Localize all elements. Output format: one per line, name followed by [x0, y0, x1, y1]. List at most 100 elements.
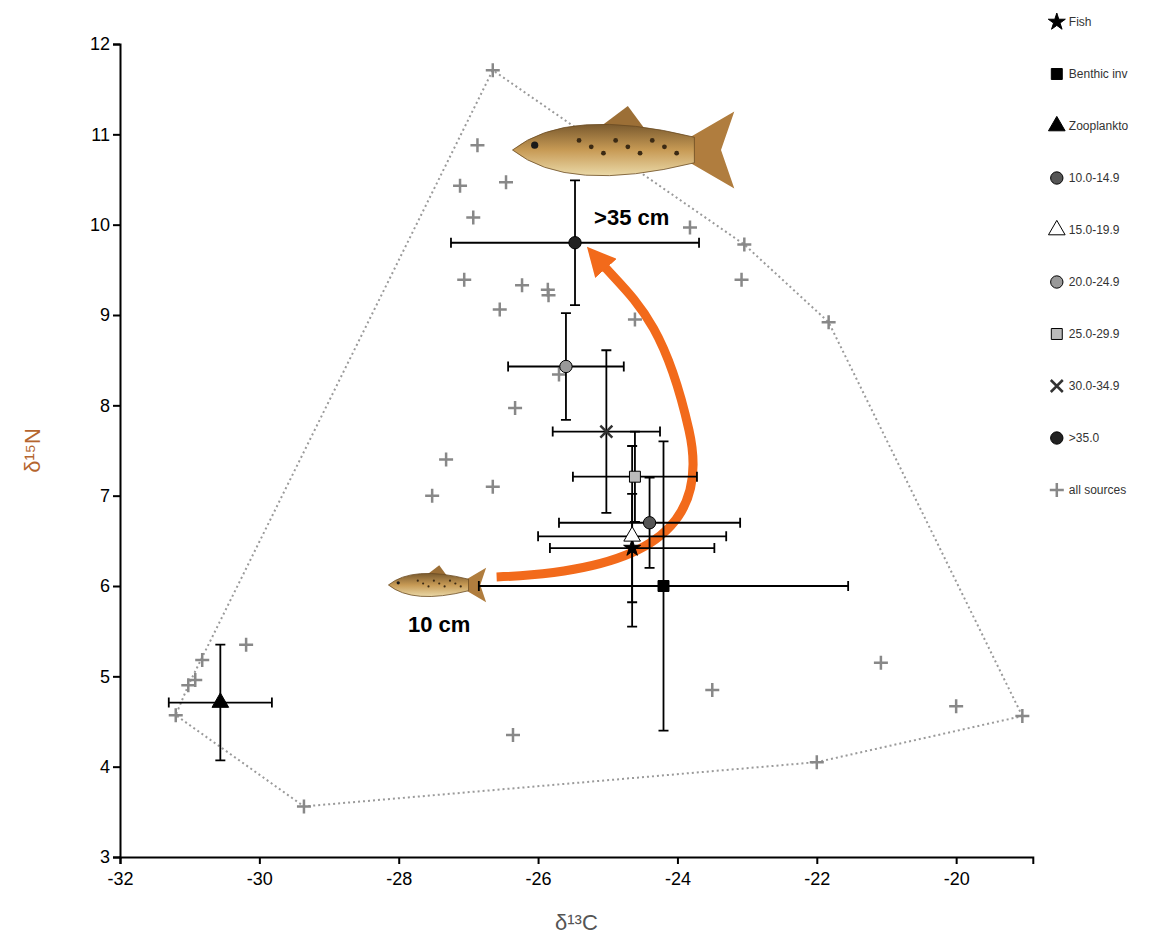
y-tick: 11	[91, 125, 120, 145]
legend-label: Fish	[1069, 15, 1092, 29]
legend-label: 30.0-34.9	[1069, 379, 1120, 393]
x-tick: -28	[386, 857, 412, 889]
x-tick: -20	[944, 857, 970, 889]
fish-spot	[674, 151, 679, 156]
legend-entry: >35.0	[1051, 431, 1100, 445]
series	[169, 645, 272, 761]
series	[573, 432, 697, 522]
y-error-bar	[601, 350, 611, 513]
point	[466, 210, 480, 224]
x-tick-mark	[677, 857, 679, 864]
fish-body	[388, 573, 468, 596]
point	[949, 699, 963, 713]
point	[624, 527, 641, 541]
point	[470, 138, 484, 152]
plot-area	[169, 63, 1030, 813]
fish-spot	[577, 138, 582, 143]
point	[499, 175, 513, 189]
source-hull	[176, 70, 1023, 806]
y-tick: 12	[90, 34, 120, 54]
x-tick-label: -24	[665, 869, 691, 889]
fish-spot	[625, 144, 630, 149]
x-axis-title: δ¹³C	[555, 910, 598, 935]
series	[559, 478, 740, 568]
x-tick-mark	[538, 857, 540, 864]
fish-eye	[531, 142, 538, 149]
legend-label: 25.0-29.9	[1069, 327, 1120, 341]
legend-marker	[1048, 13, 1065, 29]
legend-entry: 15.0-19.9	[1048, 220, 1119, 237]
series	[479, 441, 848, 730]
x-tick-label: -22	[804, 869, 830, 889]
x-tick: -22	[804, 857, 830, 889]
point	[506, 728, 520, 742]
legend-entry: 25.0-29.9	[1051, 327, 1120, 341]
fish-spot	[449, 580, 451, 582]
point	[737, 238, 751, 252]
fish-spot	[438, 582, 440, 584]
x-tick-label: -32	[107, 869, 133, 889]
y-tick-mark	[113, 134, 120, 136]
fish-icon-large	[513, 106, 735, 188]
x-tick: -32	[107, 857, 133, 889]
y-tick-mark	[113, 315, 120, 317]
fish-spot	[638, 151, 643, 156]
y-tick-label: 8	[100, 396, 110, 416]
y-tick: 3	[100, 847, 120, 867]
point	[453, 179, 467, 193]
series	[169, 63, 1030, 813]
legend: FishBenthic invZooplankto10.0-14.915.0-1…	[1048, 13, 1128, 497]
x-tick-mark	[956, 857, 958, 864]
point	[212, 693, 229, 707]
y-tick-mark	[113, 766, 120, 768]
point	[169, 708, 183, 722]
fish-spot	[433, 580, 435, 582]
fish-spot	[427, 585, 429, 587]
y-tick: 8	[100, 396, 120, 416]
point	[439, 453, 453, 467]
fish-eye	[397, 581, 400, 584]
point	[297, 799, 311, 813]
y-axis-title: δ¹⁵N	[20, 428, 45, 473]
fish-icon-small	[388, 565, 486, 602]
y-tick-mark	[113, 586, 120, 588]
point	[560, 360, 572, 372]
y-tick-mark	[113, 405, 120, 407]
y-tick-label: 4	[100, 757, 110, 777]
y-tick-label: 3	[100, 847, 110, 867]
annotation: >35 cm	[594, 205, 669, 230]
y-tick-label: 10	[90, 215, 110, 235]
fish-tail	[467, 568, 487, 603]
legend-marker	[1051, 276, 1063, 288]
legend-marker	[1051, 69, 1062, 80]
y-tick-mark	[113, 676, 120, 678]
point	[493, 303, 507, 317]
y-axis: 3456789101112	[90, 34, 121, 867]
point	[683, 220, 697, 234]
fish-spot	[601, 151, 606, 156]
x-error-bar	[573, 472, 697, 482]
x-tick-label: -20	[944, 869, 970, 889]
point	[515, 278, 529, 292]
legend-label: 10.0-14.9	[1069, 171, 1120, 185]
y-tick-label: 9	[100, 305, 110, 325]
point	[600, 426, 612, 438]
legend-marker	[1048, 116, 1065, 130]
legend-entry: Zooplankto	[1048, 116, 1128, 133]
legend-entry: all sources	[1050, 483, 1126, 497]
fish-spot	[662, 144, 667, 149]
x-tick-label: -28	[386, 869, 412, 889]
legend-marker	[1051, 329, 1062, 340]
chart: -32-30-28-26-24-22-203456789101112δ¹³Cδ¹…	[0, 0, 1162, 947]
series	[553, 350, 660, 513]
legend-entry: 30.0-34.9	[1051, 379, 1120, 393]
point	[486, 63, 500, 77]
series	[538, 446, 726, 627]
x-tick-mark	[816, 857, 818, 864]
point	[629, 471, 640, 482]
fish-spot	[613, 138, 618, 143]
legend-entry: 10.0-14.9	[1051, 171, 1120, 185]
y-tick-label: 11	[91, 125, 110, 145]
legend-label: all sources	[1069, 483, 1126, 497]
fish-spot	[444, 585, 446, 587]
